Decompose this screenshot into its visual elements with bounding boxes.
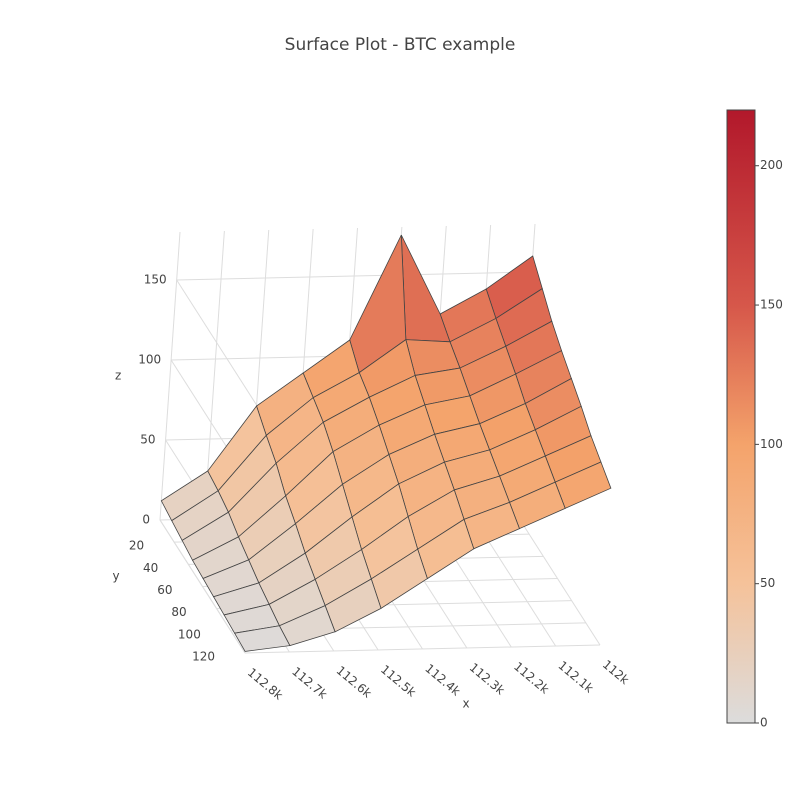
grid-line: [159, 519, 246, 654]
x-tick-label: 112.5k: [378, 662, 419, 699]
surface-patch: [400, 234, 451, 343]
chart-title: Surface Plot - BTC example: [285, 35, 516, 55]
grid-line: [244, 644, 601, 654]
y-axis-title: y: [113, 569, 120, 583]
colorbar-tick-label: 50: [760, 576, 775, 590]
x-tick-label: 112.8k: [245, 665, 286, 702]
y-tick-label: 100: [178, 627, 201, 641]
y-tick-label: 60: [157, 583, 172, 597]
colorbar-tick-label: 100: [760, 437, 783, 451]
x-tick-label: 112.4k: [422, 661, 463, 698]
colorbar-tick-label: 200: [760, 158, 783, 172]
z-tick-label: 0: [142, 513, 150, 527]
x-tick-label: 112k: [600, 657, 632, 687]
colorbar-tick-label: 0: [760, 716, 768, 730]
colorbar-tick-label: 150: [760, 298, 783, 312]
x-tick-label: 112.3k: [467, 660, 508, 697]
x-tick-label: 112.6k: [334, 663, 375, 700]
y-tick-label: 40: [143, 561, 158, 575]
x-axis-title: x: [463, 697, 470, 711]
colorbar: [726, 109, 756, 724]
z-tick-label: 50: [140, 433, 155, 447]
y-tick-label: 120: [192, 650, 215, 664]
x-tick-label: 112.2k: [511, 659, 552, 696]
grid-line: [176, 271, 532, 281]
x-tick-label: 112.1k: [555, 658, 596, 695]
grid-line: [176, 279, 263, 414]
x-tick-label: 112.7k: [289, 664, 330, 701]
surface-patch: [233, 625, 291, 652]
y-tick-label: 20: [129, 539, 144, 553]
y-tick-label: 80: [171, 605, 186, 619]
z-tick-label: 150: [144, 273, 167, 287]
z-tick-label: 100: [138, 353, 161, 367]
z-axis-title: z: [115, 369, 121, 383]
